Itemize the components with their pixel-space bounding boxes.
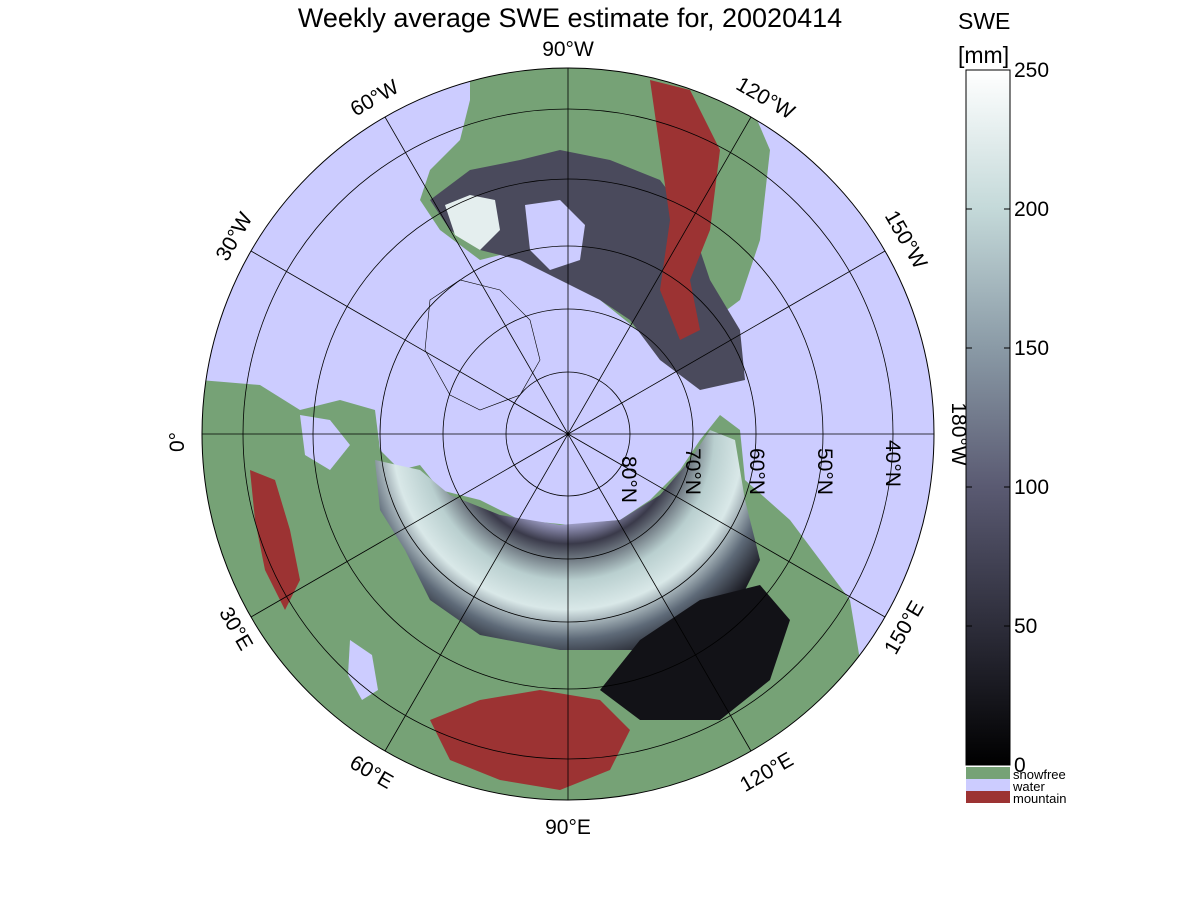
colorbar-tick-label: 50 xyxy=(1014,615,1037,638)
hudson-bay xyxy=(525,200,585,270)
europe-mountains xyxy=(250,470,300,610)
asia-mountains xyxy=(430,690,630,790)
siberia-dark-snow xyxy=(600,585,790,720)
colorbar-tick-label: 200 xyxy=(1014,198,1049,221)
legend-swatch-mountain xyxy=(966,791,1010,803)
map-border xyxy=(201,67,935,801)
colorbar-tick-label: 100 xyxy=(1014,476,1049,499)
lat-label-60n: 60°N xyxy=(745,448,768,495)
colorbar-tick-label: 0 xyxy=(1014,754,1026,777)
colorbar: 250 200 150 100 50 0 snowfree water mountain xyxy=(965,59,1066,806)
scandinavia-water xyxy=(300,415,350,470)
lon-label-90e: 90°E xyxy=(545,816,591,839)
colorbar-tick-label: 250 xyxy=(1014,59,1049,82)
lon-label-120e: 120°E xyxy=(736,748,797,797)
greenland xyxy=(424,279,541,411)
graticule xyxy=(201,67,935,801)
lat-label-40n: 40°N xyxy=(881,440,904,487)
colorbar-ticks: 250 200 150 100 50 0 xyxy=(966,59,1049,777)
quebec-bright-snow xyxy=(445,195,500,250)
caspian-water xyxy=(348,640,378,700)
lon-label-90w: 90°W xyxy=(542,38,594,61)
legend-swatch-snowfree xyxy=(966,767,1010,779)
lat-label-50n: 50°N xyxy=(813,448,836,495)
rocky-mountains xyxy=(650,80,720,340)
lon-label-0: 0° xyxy=(166,432,189,452)
colorbar-gradient xyxy=(965,69,1011,766)
colorbar-title-line1: SWE xyxy=(958,8,1011,34)
colorbar-tick-label: 150 xyxy=(1014,337,1049,360)
legend-label-snowfree: snowfree xyxy=(1013,767,1066,782)
lat-label-70n: 70°N xyxy=(681,448,704,495)
legend-swatch-water xyxy=(966,779,1010,791)
page-title: Weekly average SWE estimate for, 2002041… xyxy=(297,3,843,33)
north-america-snow xyxy=(430,150,745,390)
legend-label-mountain: mountain xyxy=(1013,791,1066,806)
meridian-30w-150e xyxy=(250,250,886,618)
lon-label-180w: 180°W xyxy=(947,402,970,465)
latitude-labels: 80°N 70°N 60°N 50°N 40°N xyxy=(617,440,904,503)
colorbar-title-line2: [mm] xyxy=(958,42,1010,68)
lat-label-80n: 80°N xyxy=(617,456,640,503)
lon-label-60e: 60°E xyxy=(346,751,397,794)
colorbar-title: SWE [mm] xyxy=(958,4,1010,72)
legend-label-water: water xyxy=(1012,779,1045,794)
